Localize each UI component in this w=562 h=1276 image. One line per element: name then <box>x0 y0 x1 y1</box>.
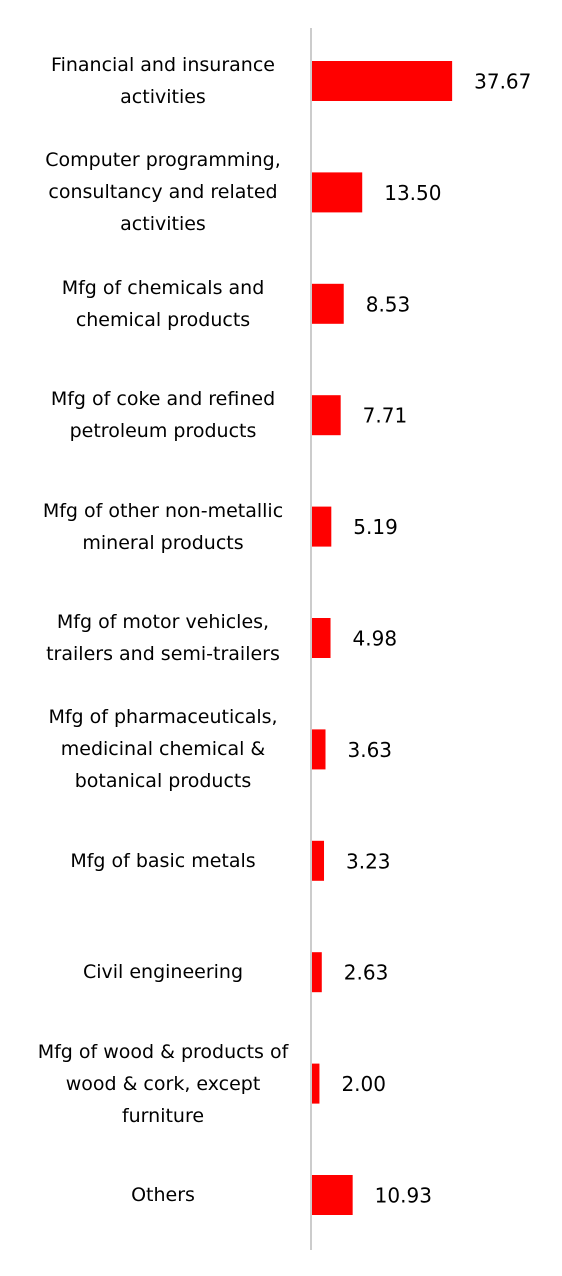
category-label: Others <box>131 1184 195 1206</box>
category-label: Mfg of pharmaceuticals, medicinal chemic… <box>48 706 278 793</box>
category-label: Civil engineering <box>82 961 244 984</box>
category-label: Mfg of coke and refined petroleum produc… <box>50 388 276 443</box>
value-label: 10.93 <box>375 1184 432 1208</box>
category-label: Mfg of wood & products of wood & cork, e… <box>37 1040 289 1127</box>
bar <box>312 283 344 324</box>
value-label: 3.63 <box>348 738 393 762</box>
value-label: 37.67 <box>474 70 531 94</box>
category-label: Mfg of basic metals <box>70 849 256 872</box>
value-label: 13.50 <box>384 181 441 205</box>
value-label: 8.53 <box>366 292 411 316</box>
bar <box>312 1063 320 1104</box>
category-label: Mfg of chemicals and chemical products <box>61 276 265 331</box>
value-label: 4.98 <box>353 627 398 651</box>
category-label: Computer programming, consultancy and re… <box>45 149 281 236</box>
category-label: Mfg of motor vehicles, trailers and semi… <box>46 611 280 665</box>
value-label: 5.19 <box>353 515 398 539</box>
bar <box>312 840 325 881</box>
bar <box>312 506 332 547</box>
bar <box>312 618 331 658</box>
bar <box>312 395 341 436</box>
bar <box>312 729 326 770</box>
bar <box>312 172 363 213</box>
value-label: 2.00 <box>341 1072 386 1096</box>
value-label: 2.63 <box>344 961 389 985</box>
bar <box>312 61 453 101</box>
category-label: Mfg of other non-metallic mineral produc… <box>42 499 284 554</box>
bar <box>312 952 322 993</box>
category-label: Financial and insurance activities <box>51 54 275 108</box>
value-label: 3.23 <box>346 849 391 873</box>
value-label: 7.71 <box>363 404 408 428</box>
bar <box>312 1175 353 1215</box>
